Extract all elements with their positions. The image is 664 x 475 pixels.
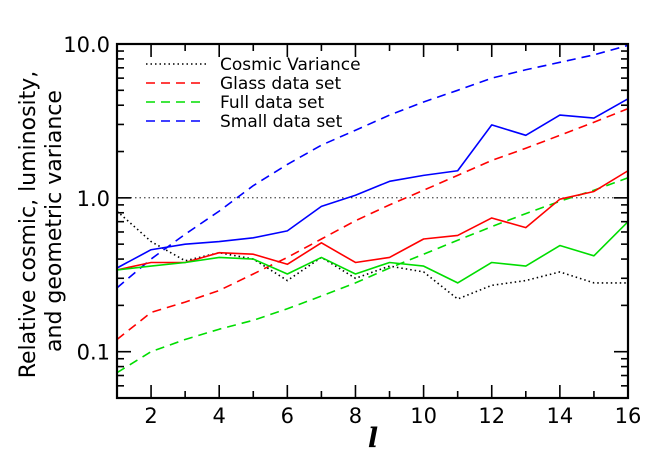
x-axis-title: l bbox=[368, 423, 378, 454]
y-axis-title-line-1: Relative cosmic, luminosity, bbox=[16, 71, 41, 379]
x-tick-label: 10 bbox=[410, 404, 437, 428]
series-line-glass-data-set bbox=[116, 107, 629, 341]
y-axis-title: Relative cosmic, luminosity, and geometr… bbox=[16, 64, 67, 379]
axis-ticks: 2 4 6 8 10 12 14 16 0.1 1.0 10.0 bbox=[63, 33, 641, 428]
series-line-small-data-set bbox=[116, 44, 629, 289]
series-line-solid-series-4 bbox=[116, 170, 629, 271]
x-tick-label: 14 bbox=[546, 404, 573, 428]
legend-label-cosmic-variance: Cosmic Variance bbox=[220, 55, 361, 75]
series-line-cosmic-variance bbox=[116, 210, 628, 300]
series-line-solid-series-6 bbox=[116, 98, 629, 269]
series-layer bbox=[116, 44, 629, 374]
y-tick-label: 10.0 bbox=[63, 33, 110, 57]
x-tick-label: 12 bbox=[478, 404, 505, 428]
legend-label-full-data-set: Full data set bbox=[220, 93, 324, 113]
series-line-full-data-set bbox=[116, 177, 629, 374]
x-tick-label: 16 bbox=[615, 404, 642, 428]
legend-label-glass-data-set: Glass data set bbox=[220, 74, 341, 94]
y-tick-label: 0.1 bbox=[77, 341, 110, 365]
series-line-solid-series-5 bbox=[116, 221, 629, 284]
x-tick-label: 6 bbox=[281, 404, 294, 428]
plot-frame bbox=[115, 42, 630, 400]
x-tick-label: 4 bbox=[213, 404, 226, 428]
y-axis-title-line-2: and geometric variance bbox=[42, 90, 67, 352]
x-tick-label: 2 bbox=[144, 404, 157, 428]
legend-label-small-data-set: Small data set bbox=[220, 112, 343, 132]
x-tick-label: 8 bbox=[349, 404, 362, 428]
y-tick-label: 1.0 bbox=[77, 187, 110, 211]
